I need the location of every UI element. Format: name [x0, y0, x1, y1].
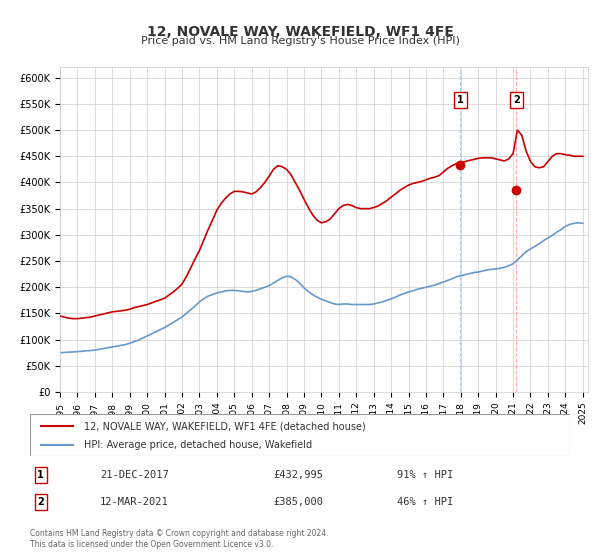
Text: 1: 1 [457, 95, 464, 105]
Text: Price paid vs. HM Land Registry's House Price Index (HPI): Price paid vs. HM Land Registry's House … [140, 36, 460, 46]
Text: £385,000: £385,000 [273, 497, 323, 507]
Text: 91% ↑ HPI: 91% ↑ HPI [397, 470, 454, 480]
Text: 1: 1 [37, 470, 44, 480]
Text: HPI: Average price, detached house, Wakefield: HPI: Average price, detached house, Wake… [84, 440, 312, 450]
Text: 12, NOVALE WAY, WAKEFIELD, WF1 4FE: 12, NOVALE WAY, WAKEFIELD, WF1 4FE [146, 25, 454, 39]
Text: 2: 2 [513, 95, 520, 105]
Text: Contains HM Land Registry data © Crown copyright and database right 2024.: Contains HM Land Registry data © Crown c… [30, 529, 329, 538]
FancyBboxPatch shape [30, 414, 570, 456]
Text: 21-DEC-2017: 21-DEC-2017 [100, 470, 169, 480]
Text: 12, NOVALE WAY, WAKEFIELD, WF1 4FE (detached house): 12, NOVALE WAY, WAKEFIELD, WF1 4FE (deta… [84, 421, 366, 431]
Text: 46% ↑ HPI: 46% ↑ HPI [397, 497, 454, 507]
Text: 2: 2 [37, 497, 44, 507]
Text: This data is licensed under the Open Government Licence v3.0.: This data is licensed under the Open Gov… [30, 540, 274, 549]
Text: £432,995: £432,995 [273, 470, 323, 480]
Text: 12-MAR-2021: 12-MAR-2021 [100, 497, 169, 507]
